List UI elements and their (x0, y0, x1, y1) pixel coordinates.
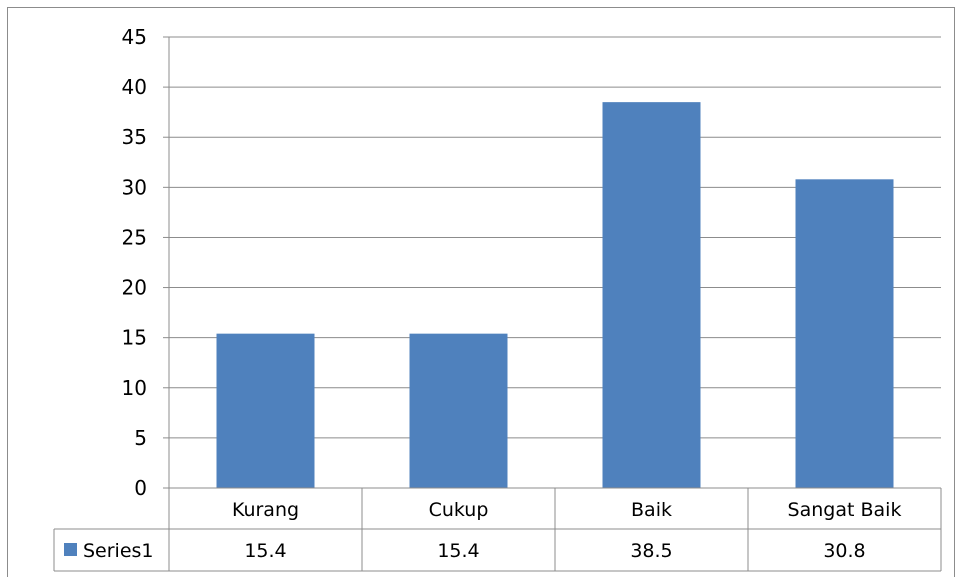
data-table-value: 30.8 (823, 540, 865, 562)
data-table-value: 15.4 (244, 540, 286, 562)
bar (795, 179, 894, 488)
x-tick-label: Sangat Baik (788, 499, 902, 521)
y-tick-label: 5 (134, 426, 147, 450)
legend-swatch (64, 543, 77, 556)
data-table: Kurang Cukup Baik Sangat Baik Series1 15.4 15.… (53, 487, 942, 572)
y-axis-ticks: 0 5 10 15 20 25 30 35 40 45 (122, 25, 147, 500)
data-table-value: 15.4 (437, 540, 479, 562)
x-tick-label: Kurang (232, 499, 299, 521)
x-tick-label: Cukup (429, 499, 489, 521)
legend-label: Series1 (83, 540, 154, 562)
y-tick-label: 40 (122, 75, 147, 99)
bar (602, 102, 701, 489)
x-tick-label: Baik (631, 499, 672, 521)
bars (216, 102, 894, 489)
bar (409, 333, 508, 488)
data-table-value: 38.5 (630, 540, 672, 562)
y-tick-label: 45 (122, 25, 147, 49)
bar (216, 333, 315, 488)
y-tick-label: 20 (122, 276, 147, 300)
y-tick-label: 10 (122, 376, 147, 400)
y-tick-label: 0 (134, 476, 147, 500)
y-tick-label: 35 (122, 125, 147, 149)
y-tick-label: 30 (122, 175, 147, 199)
y-tick-label: 15 (122, 326, 147, 350)
y-tick-label: 25 (122, 225, 147, 249)
